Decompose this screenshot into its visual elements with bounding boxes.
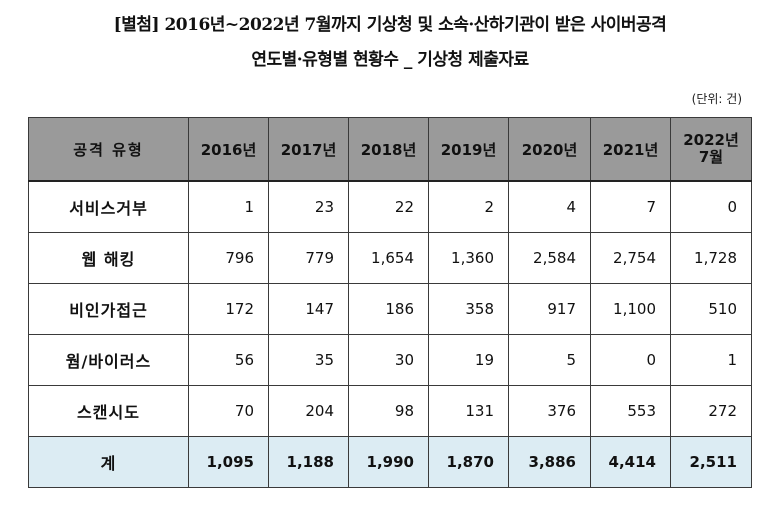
table-row: 서비스거부 1 23 22 2 4 7 0 xyxy=(28,180,752,233)
value-cell-2020: 2,584 xyxy=(508,232,591,284)
value-cell-2022-jul: 2,511 xyxy=(670,436,752,488)
value-cell-2018: 98 xyxy=(348,385,429,437)
value-cell-2017: 147 xyxy=(268,283,349,335)
row-label-cell: 웹 해킹 xyxy=(28,232,189,284)
table-body: 서비스거부 1 23 22 2 4 7 0 웹 해킹 796 779 1,654 1,360 2,584 2… xyxy=(28,180,752,488)
row-label-cell: 비인가접근 xyxy=(28,283,189,335)
unit-note: (단위: 건) xyxy=(691,92,742,106)
table-total-row: 계 1,095 1,188 1,990 1,870 3,886 4,414 2,511 xyxy=(28,436,752,488)
value-cell-2022-jul: 272 xyxy=(670,385,752,437)
title-line-1: [별첨] 2016년~2022년 7월까지 기상청 및 소속·산하기관이 받은 … xyxy=(113,15,667,35)
title-line-2: 연도별·유형별 현황수 _ 기상청 제출자료 xyxy=(251,50,529,70)
row-label-cell: 웜/바이러스 xyxy=(28,334,189,386)
value-cell-2019: 1,870 xyxy=(428,436,509,488)
value-cell-2016: 796 xyxy=(188,232,269,284)
header-cell-2018: 2018년 xyxy=(348,117,429,182)
value-cell-2019: 131 xyxy=(428,385,509,437)
value-cell-2018: 186 xyxy=(348,283,429,335)
table-row: 비인가접근 172 147 186 358 917 1,100 510 xyxy=(28,283,752,335)
table-row: 웜/바이러스 56 35 30 19 5 0 1 xyxy=(28,334,752,386)
value-cell-2016: 172 xyxy=(188,283,269,335)
value-cell-2020: 3,886 xyxy=(508,436,591,488)
value-cell-2017: 23 xyxy=(268,180,349,233)
value-cell-2019: 19 xyxy=(428,334,509,386)
value-cell-2018: 22 xyxy=(348,180,429,233)
value-cell-2021: 553 xyxy=(590,385,671,437)
table-row: 웹 해킹 796 779 1,654 1,360 2,584 2,754 1,728 xyxy=(28,232,752,284)
header-cell-type: 공격 유형 xyxy=(28,117,189,182)
value-cell-2016: 56 xyxy=(188,334,269,386)
value-cell-2021: 7 xyxy=(590,180,671,233)
value-cell-2018: 30 xyxy=(348,334,429,386)
value-cell-2022-jul: 510 xyxy=(670,283,752,335)
value-cell-2017: 1,188 xyxy=(268,436,349,488)
value-cell-2021: 0 xyxy=(590,334,671,386)
value-cell-2021: 1,100 xyxy=(590,283,671,335)
value-cell-2021: 4,414 xyxy=(590,436,671,488)
table-header-row: 공격 유형 2016년 2017년 2018년 2019년 2020년 2021… xyxy=(28,117,752,182)
value-cell-2017: 35 xyxy=(268,334,349,386)
table-row: 스캔시도 70 204 98 131 376 553 272 xyxy=(28,385,752,437)
value-cell-2021: 2,754 xyxy=(590,232,671,284)
value-cell-2022-jul: 1 xyxy=(670,334,752,386)
cyber-attack-table: 공격 유형 2016년 2017년 2018년 2019년 2020년 2021… xyxy=(28,117,752,488)
value-cell-2019: 358 xyxy=(428,283,509,335)
value-cell-2020: 376 xyxy=(508,385,591,437)
value-cell-2018: 1,990 xyxy=(348,436,429,488)
header-cell-2016: 2016년 xyxy=(188,117,269,182)
header-cell-2021: 2021년 xyxy=(590,117,671,182)
header-cell-2020: 2020년 xyxy=(508,117,591,182)
value-cell-2020: 5 xyxy=(508,334,591,386)
row-label-cell: 스캔시도 xyxy=(28,385,189,437)
header-cell-2022-jul: 2022년 7월 xyxy=(670,117,752,182)
value-cell-2020: 917 xyxy=(508,283,591,335)
row-label-cell: 서비스거부 xyxy=(28,180,189,233)
value-cell-2018: 1,654 xyxy=(348,232,429,284)
header-cell-2017: 2017년 xyxy=(268,117,349,182)
value-cell-2016: 70 xyxy=(188,385,269,437)
value-cell-2019: 2 xyxy=(428,180,509,233)
value-cell-2022-jul: 1,728 xyxy=(670,232,752,284)
value-cell-2017: 204 xyxy=(268,385,349,437)
value-cell-2022-jul: 0 xyxy=(670,180,752,233)
value-cell-2020: 4 xyxy=(508,180,591,233)
value-cell-2016: 1,095 xyxy=(188,436,269,488)
total-label-cell: 계 xyxy=(28,436,189,488)
value-cell-2017: 779 xyxy=(268,232,349,284)
value-cell-2019: 1,360 xyxy=(428,232,509,284)
header-cell-2019: 2019년 xyxy=(428,117,509,182)
value-cell-2016: 1 xyxy=(188,180,269,233)
